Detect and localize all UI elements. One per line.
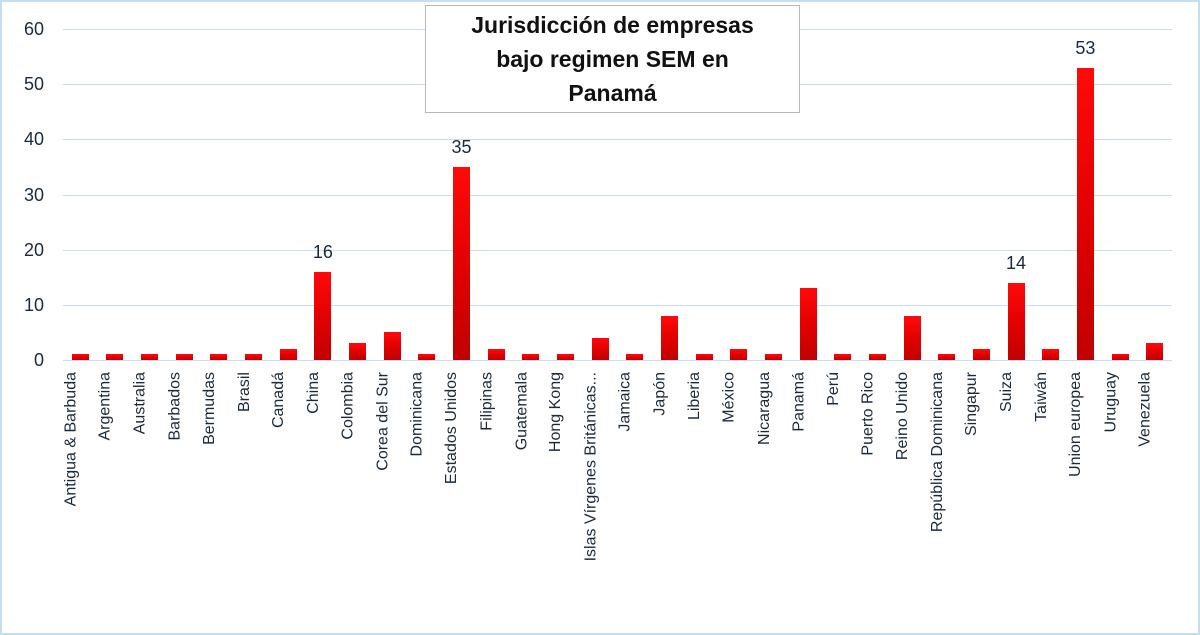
x-tick-label: Taiwán [1032, 372, 1050, 422]
gridline [63, 304, 1172, 306]
x-tick-label: Islas Vírgenes Británicas... [582, 372, 600, 562]
bar [1111, 354, 1129, 360]
bar [314, 271, 332, 360]
y-tick-label: 10 [23, 294, 44, 315]
x-tick-label: Canadá [270, 372, 288, 429]
bar [834, 354, 852, 360]
x-tick-label: Bermudas [200, 372, 218, 445]
bar [938, 354, 956, 360]
x-tick-label: Corea del Sur [374, 372, 392, 471]
x-tick-label: Barbados [166, 372, 184, 441]
bar [868, 354, 886, 360]
bar [71, 354, 89, 360]
y-tick-label: 50 [23, 74, 44, 95]
x-tick-label: México [720, 372, 738, 423]
chart-title: Jurisdicción de empresas bajo regimen SE… [471, 12, 754, 106]
bar [1042, 348, 1060, 360]
bar [799, 288, 817, 360]
bar [383, 332, 401, 360]
x-tick-label: Jamaica [616, 372, 634, 432]
bar [591, 337, 609, 360]
x-tick-label: Liberia [686, 372, 704, 421]
x-tick-label: Argentina [96, 372, 114, 441]
gridline [63, 194, 1172, 196]
x-tick-label: China [304, 372, 322, 414]
bar [245, 354, 263, 360]
x-tick-label: Uruguay [1102, 372, 1120, 433]
data-label: 35 [451, 136, 472, 157]
data-label: 14 [1006, 252, 1027, 273]
x-tick-label: Suiza [998, 372, 1016, 413]
bar [453, 166, 471, 360]
gridline [63, 360, 1172, 361]
bar [695, 354, 713, 360]
bar [764, 354, 782, 360]
y-tick-label: 40 [23, 129, 44, 150]
bar [903, 315, 921, 360]
y-tick-label: 60 [23, 19, 44, 39]
x-tick-label: República Dominicana [928, 372, 946, 533]
x-tick-label: Antigua & Barbuda [62, 372, 80, 507]
plot-area: 16 35 14 53 [63, 29, 1172, 361]
x-tick-label: Brasil [235, 372, 253, 413]
x-tick-label: Panamá [790, 372, 808, 432]
bar [175, 354, 193, 360]
y-tick-label: 30 [23, 184, 44, 205]
bar [972, 348, 990, 360]
bar [210, 354, 228, 360]
x-tick-label: Singapur [963, 372, 981, 437]
x-tick-label: Estados Unidos [443, 372, 461, 485]
x-tick-label: Reino Unido [894, 372, 912, 461]
bar [522, 354, 540, 360]
x-tick-label: Australia [131, 372, 149, 435]
bar [1146, 343, 1164, 360]
chart-title-box: Jurisdicción de empresas bajo regimen SE… [425, 5, 800, 113]
gridline [63, 139, 1172, 141]
bar [660, 315, 678, 360]
bar [141, 354, 159, 360]
x-tick-label: Hong Kong [547, 372, 565, 453]
gridline [63, 249, 1172, 251]
x-tick-label: Dominicana [408, 372, 426, 457]
x-tick-label: Nicaragua [755, 372, 773, 445]
bar [349, 343, 367, 360]
x-tick-label: Venezuela [1136, 372, 1154, 447]
x-tick-label: Japón [651, 372, 669, 416]
bar [279, 348, 297, 360]
bar [418, 354, 436, 360]
bar [1007, 282, 1025, 360]
bar [106, 354, 124, 360]
data-label: 16 [312, 241, 333, 262]
y-tick-label: 0 [33, 350, 44, 370]
bar [730, 348, 748, 360]
data-label: 53 [1075, 37, 1096, 58]
bar [557, 354, 575, 360]
bar [1076, 67, 1094, 360]
x-tick-label: Guatemala [512, 372, 530, 451]
x-tick-label: Puerto Rico [859, 372, 877, 456]
x-tick-label: Filipinas [478, 372, 496, 431]
bar [626, 354, 644, 360]
x-tick-label: Colombia [339, 372, 357, 440]
x-tick-label: Perú [824, 372, 842, 406]
x-tick-label: Union europea [1067, 372, 1085, 477]
bar [487, 348, 505, 360]
y-tick-label: 20 [23, 239, 44, 260]
